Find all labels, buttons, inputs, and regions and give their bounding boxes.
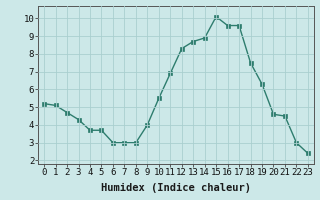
X-axis label: Humidex (Indice chaleur): Humidex (Indice chaleur) <box>101 183 251 193</box>
